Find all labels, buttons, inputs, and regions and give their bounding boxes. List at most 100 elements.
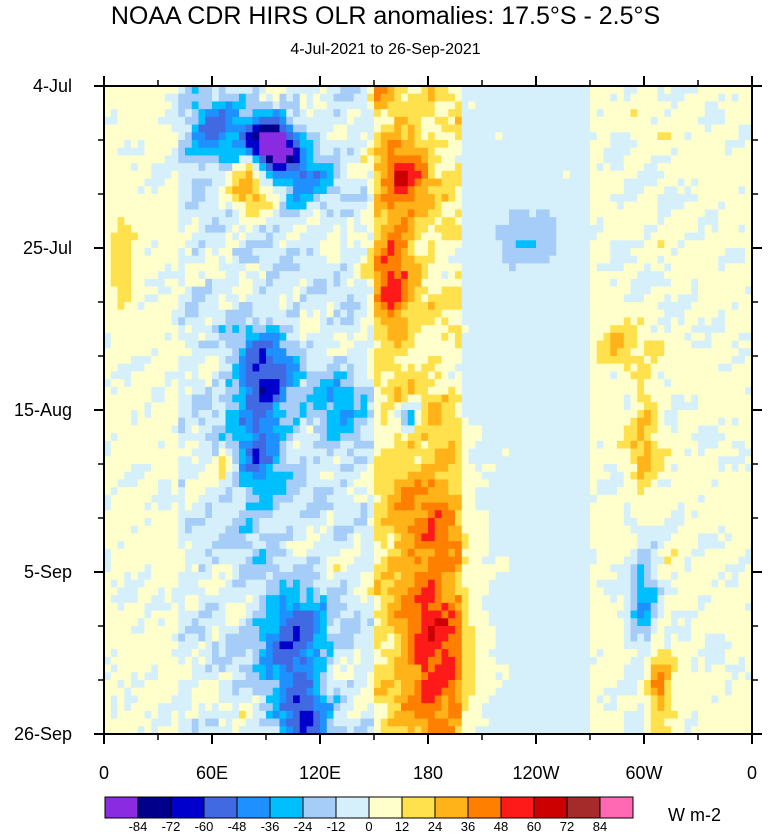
field-cell bbox=[482, 433, 490, 442]
field-cell bbox=[104, 132, 112, 141]
field-cell bbox=[461, 363, 470, 373]
field-cell bbox=[731, 255, 740, 265]
field-cell bbox=[515, 410, 524, 419]
field-cell bbox=[158, 363, 166, 373]
field-cell bbox=[293, 86, 301, 95]
field-cell bbox=[245, 379, 254, 388]
field-cell bbox=[529, 109, 537, 118]
field-cell bbox=[394, 356, 402, 365]
field-cell bbox=[299, 433, 308, 442]
field-cell bbox=[549, 201, 557, 211]
field-cell bbox=[401, 332, 409, 342]
field-cell bbox=[448, 232, 456, 241]
field-cell bbox=[151, 217, 159, 226]
field-cell bbox=[374, 217, 382, 226]
field-cell bbox=[421, 278, 429, 288]
field-cell bbox=[185, 217, 193, 226]
field-cell bbox=[468, 479, 476, 488]
field-cell bbox=[360, 340, 368, 349]
field-cell bbox=[299, 363, 308, 373]
field-cell bbox=[259, 248, 267, 257]
field-cell bbox=[185, 140, 193, 149]
field-cell bbox=[603, 386, 611, 396]
field-cell bbox=[266, 332, 274, 342]
field-cell bbox=[664, 317, 672, 326]
field-cell bbox=[529, 248, 537, 257]
field-cell bbox=[414, 140, 422, 149]
field-cell bbox=[725, 201, 733, 211]
field-cell bbox=[698, 147, 706, 157]
field-cell bbox=[522, 433, 530, 442]
field-cell bbox=[522, 325, 530, 334]
field-cell bbox=[299, 170, 308, 180]
field-cell bbox=[529, 163, 537, 172]
field-cell bbox=[637, 194, 645, 203]
field-cell bbox=[239, 425, 247, 434]
field-cell bbox=[617, 86, 625, 95]
field-cell bbox=[623, 255, 632, 265]
field-cell bbox=[731, 294, 740, 303]
field-cell bbox=[326, 116, 335, 126]
field-cell bbox=[603, 402, 611, 411]
field-cell bbox=[387, 286, 395, 295]
field-cell bbox=[644, 101, 652, 110]
field-cell bbox=[232, 194, 240, 203]
field-cell bbox=[428, 155, 436, 164]
field-cell bbox=[630, 186, 638, 195]
field-cell bbox=[212, 86, 220, 95]
field-cell bbox=[617, 363, 625, 373]
field-cell bbox=[617, 348, 625, 357]
field-cell bbox=[711, 232, 719, 241]
field-cell bbox=[299, 356, 308, 365]
field-cell bbox=[144, 271, 152, 280]
field-cell bbox=[266, 309, 274, 319]
field-cell bbox=[698, 433, 706, 442]
field-cell bbox=[198, 132, 206, 141]
field-cell bbox=[340, 386, 348, 396]
field-cell bbox=[117, 302, 125, 311]
field-cell bbox=[259, 232, 267, 241]
field-cell bbox=[529, 86, 537, 95]
field-cell bbox=[279, 109, 287, 118]
field-cell bbox=[441, 224, 449, 234]
field-cell bbox=[509, 402, 517, 411]
field-cell bbox=[414, 456, 422, 465]
field-cell bbox=[205, 101, 213, 110]
field-cell bbox=[286, 240, 294, 249]
field-cell bbox=[468, 348, 476, 357]
field-cell bbox=[117, 317, 125, 326]
field-cell bbox=[495, 232, 503, 241]
field-cell bbox=[711, 132, 719, 141]
field-cell bbox=[684, 332, 692, 342]
field-cell bbox=[360, 448, 368, 457]
field-cell bbox=[380, 425, 389, 434]
field-cell bbox=[131, 363, 139, 373]
field-cell bbox=[124, 487, 132, 496]
field-cell bbox=[185, 170, 193, 180]
field-cell bbox=[394, 163, 402, 172]
field-cell bbox=[617, 286, 625, 295]
field-cell bbox=[414, 340, 422, 349]
field-cell bbox=[110, 116, 119, 126]
field-cell bbox=[536, 170, 544, 180]
field-cell bbox=[596, 363, 605, 373]
field-cell bbox=[509, 178, 517, 187]
field-cell bbox=[556, 116, 564, 126]
field-cell bbox=[475, 410, 483, 419]
field-cell bbox=[401, 371, 409, 380]
field-cell bbox=[164, 433, 173, 442]
field-cell bbox=[731, 448, 740, 457]
field-cell bbox=[630, 356, 638, 365]
field-cell bbox=[704, 86, 713, 95]
field-cell bbox=[617, 394, 625, 403]
field-cell bbox=[711, 440, 719, 450]
field-cell bbox=[401, 240, 409, 249]
field-cell bbox=[725, 448, 733, 457]
field-cell bbox=[441, 109, 449, 118]
field-cell bbox=[367, 224, 375, 234]
field-cell bbox=[502, 201, 510, 211]
field-cell bbox=[320, 209, 328, 218]
field-cell bbox=[401, 410, 409, 419]
field-cell bbox=[475, 232, 483, 241]
field-cell bbox=[279, 456, 287, 465]
